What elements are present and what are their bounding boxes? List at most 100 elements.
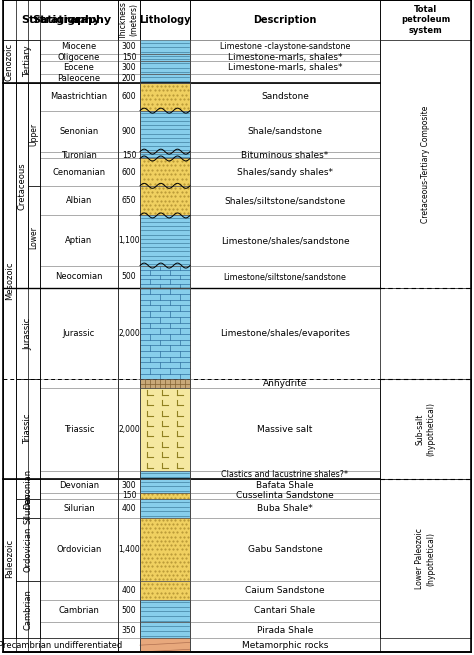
Text: Upper: Upper — [29, 123, 38, 146]
Bar — [3, 639, 118, 652]
Bar — [40, 111, 118, 152]
Text: Metamorphic rocks: Metamorphic rocks — [242, 641, 328, 650]
Bar — [140, 471, 190, 479]
Bar — [140, 159, 190, 186]
Text: 2,000: 2,000 — [118, 329, 140, 339]
Bar — [118, 499, 140, 517]
Text: Stratigraphy: Stratigraphy — [32, 15, 111, 25]
Text: Clastics and lacustrine shales?*: Clastics and lacustrine shales?* — [221, 470, 348, 479]
Bar — [118, 186, 140, 215]
Bar — [40, 479, 118, 493]
Bar — [40, 83, 118, 111]
Bar — [118, 152, 140, 159]
Text: Mesozoic: Mesozoic — [5, 262, 14, 300]
Bar — [380, 60, 471, 74]
Bar — [380, 288, 471, 379]
Text: Thickness
(meters): Thickness (meters) — [119, 1, 139, 39]
Bar — [190, 622, 380, 639]
Text: Silurian: Silurian — [63, 504, 95, 513]
Text: 900: 900 — [122, 126, 137, 136]
Bar — [40, 60, 118, 74]
Bar — [190, 74, 380, 83]
Text: 600: 600 — [122, 168, 137, 177]
Bar — [16, 582, 40, 639]
Bar — [16, 517, 40, 582]
Bar — [140, 599, 190, 622]
Text: Stratigraphy: Stratigraphy — [21, 15, 100, 25]
Text: Cretaceous: Cretaceous — [18, 162, 27, 210]
Bar — [140, 471, 190, 479]
Bar — [140, 599, 190, 622]
Bar — [380, 493, 471, 499]
Bar — [16, 288, 40, 379]
Bar — [190, 479, 380, 493]
Text: 650: 650 — [122, 196, 137, 205]
Text: Caium Sandstone: Caium Sandstone — [245, 586, 325, 595]
Bar — [118, 0, 140, 40]
Bar — [140, 111, 190, 152]
Text: Oligocene: Oligocene — [58, 52, 100, 62]
Bar — [118, 582, 140, 599]
Bar — [190, 582, 380, 599]
Text: Shales/sandy shales*: Shales/sandy shales* — [237, 168, 333, 177]
Bar — [140, 74, 190, 83]
Text: 500: 500 — [122, 272, 137, 282]
Text: 150: 150 — [122, 491, 136, 500]
Text: 400: 400 — [122, 586, 137, 595]
Text: Limestone/shales/evaporites: Limestone/shales/evaporites — [220, 329, 350, 339]
Bar — [190, 517, 380, 582]
Bar — [140, 493, 190, 499]
Text: 400: 400 — [122, 504, 137, 513]
Text: Cenomanian: Cenomanian — [53, 168, 106, 177]
Bar — [40, 493, 118, 499]
Bar — [118, 517, 140, 582]
Text: Cantari Shale: Cantari Shale — [255, 607, 316, 616]
Bar — [40, 215, 118, 265]
Bar — [140, 582, 190, 599]
Text: Anhydrite: Anhydrite — [263, 379, 307, 388]
Bar — [140, 622, 190, 639]
Bar — [118, 159, 140, 186]
Bar — [40, 388, 118, 471]
Bar — [140, 517, 190, 582]
Text: Cretaceous-Tertiary Composite: Cretaceous-Tertiary Composite — [421, 105, 430, 223]
Bar — [140, 215, 190, 265]
Bar — [140, 60, 190, 74]
Bar — [380, 152, 471, 159]
Text: 1,100: 1,100 — [118, 236, 140, 245]
Bar — [40, 471, 118, 479]
Bar — [380, 599, 471, 622]
Bar — [140, 186, 190, 215]
Bar — [40, 159, 118, 186]
Bar — [3, 0, 118, 40]
Bar — [140, 288, 190, 379]
Bar — [40, 599, 118, 622]
Bar — [190, 186, 380, 215]
Bar — [118, 493, 140, 499]
Text: Gabu Sandstone: Gabu Sandstone — [247, 545, 322, 554]
Bar — [118, 471, 140, 479]
Bar — [140, 54, 190, 60]
Bar — [118, 83, 140, 111]
Text: Description: Description — [253, 15, 317, 25]
Bar — [190, 159, 380, 186]
Bar — [118, 111, 140, 152]
Text: Bafata Shale: Bafata Shale — [256, 481, 314, 490]
Bar — [118, 288, 140, 379]
Text: Triassic: Triassic — [24, 414, 33, 444]
Bar — [190, 152, 380, 159]
Text: Eocene: Eocene — [64, 63, 94, 72]
Bar — [40, 582, 118, 599]
Bar — [380, 639, 471, 652]
Bar — [118, 74, 140, 83]
Text: Sandstone: Sandstone — [261, 92, 309, 102]
Bar — [16, 499, 40, 517]
Bar — [190, 40, 380, 54]
Bar — [140, 111, 190, 152]
Text: Cambrian: Cambrian — [59, 607, 100, 616]
Bar — [140, 186, 190, 215]
Bar — [118, 40, 140, 54]
Bar — [190, 599, 380, 622]
Bar — [140, 40, 190, 54]
Bar — [16, 479, 40, 499]
